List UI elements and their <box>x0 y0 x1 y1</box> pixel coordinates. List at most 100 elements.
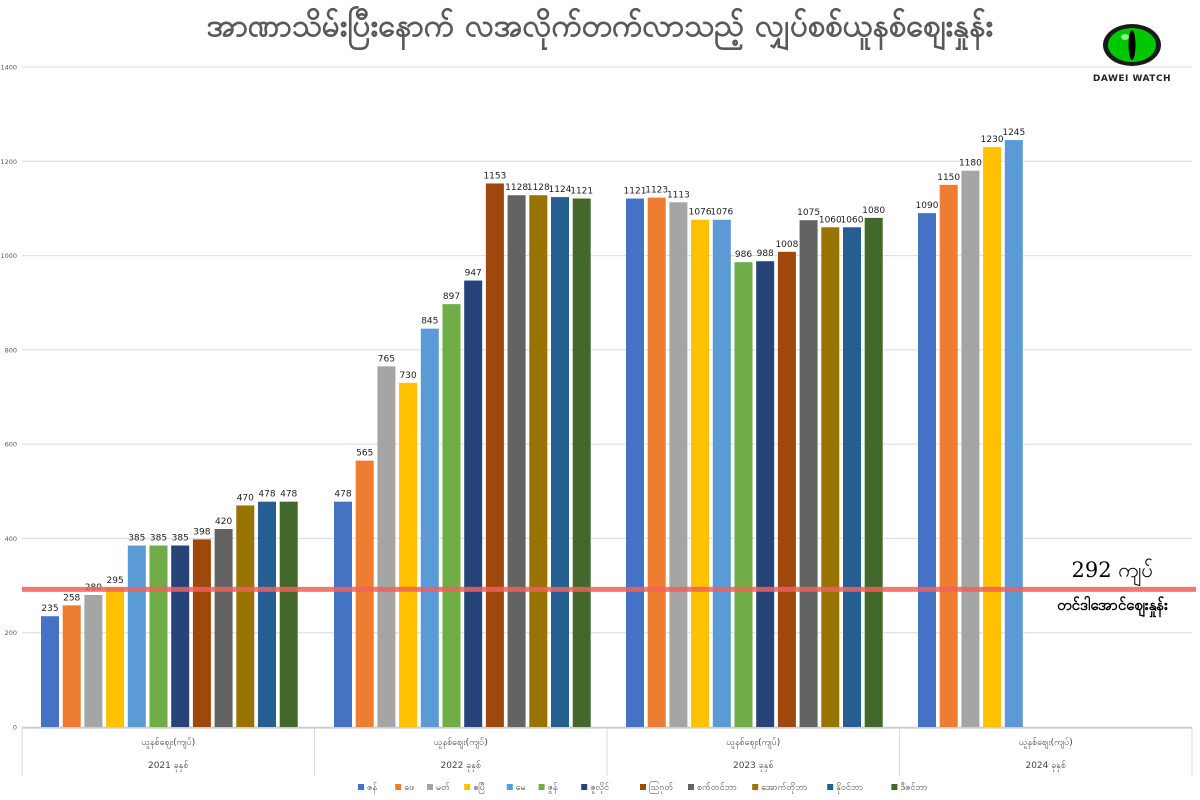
data-label: 295 <box>107 576 124 586</box>
data-label: 1123 <box>645 186 668 196</box>
legend-swatch <box>581 784 588 790</box>
legend-swatch <box>891 784 898 790</box>
legend-swatch <box>358 784 364 790</box>
data-label: 1121 <box>570 187 593 197</box>
y-tick-label: 200 <box>5 629 17 637</box>
data-label: 1060 <box>819 215 842 225</box>
y-tick-label: 1400 <box>0 64 17 72</box>
bar <box>192 539 211 727</box>
bar <box>647 197 666 728</box>
bar <box>377 366 396 727</box>
bar <box>691 219 710 727</box>
bar <box>983 147 1002 728</box>
bar <box>961 170 980 727</box>
data-label: 258 <box>63 593 80 603</box>
logo-text: DAWEI WATCH <box>1092 74 1172 84</box>
y-tick-label: 400 <box>5 535 17 543</box>
data-label: 947 <box>465 269 482 279</box>
x-year-label: 2022 ခုနှစ် <box>440 760 481 772</box>
x-category-label: ယူနစ်ဈေး(ကျပ်) <box>141 737 195 749</box>
bar <box>258 501 276 727</box>
data-label: 1230 <box>981 135 1004 145</box>
bar <box>106 587 125 727</box>
bar <box>734 262 753 727</box>
legend-label: နိုဝင်ဘာ <box>836 782 863 794</box>
bar <box>420 328 439 727</box>
y-tick-label: 1000 <box>0 252 17 260</box>
data-label: 1150 <box>937 173 960 183</box>
bar <box>1004 140 1023 728</box>
x-year-label: 2024 ခုနှစ် <box>1025 760 1066 772</box>
x-year-label: 2023 ခုနှစ် <box>733 760 774 772</box>
bar <box>712 219 731 727</box>
legend-swatch <box>506 784 513 790</box>
data-label: 398 <box>193 527 210 537</box>
bar <box>62 605 81 727</box>
data-label: 1128 <box>505 183 528 193</box>
legend-swatch <box>538 784 545 790</box>
data-label: 478 <box>258 490 275 500</box>
data-label: 1076 <box>689 208 712 218</box>
legend-label: စက်တင်ဘာ <box>697 782 737 793</box>
data-label: 478 <box>280 490 297 500</box>
data-label: 988 <box>757 249 774 259</box>
legend-label: ဇန် <box>367 782 378 794</box>
legend-label: ဧပြီ <box>473 782 485 794</box>
bar <box>485 183 504 727</box>
bar <box>334 501 352 727</box>
bar <box>355 460 374 727</box>
bar <box>464 280 483 727</box>
data-label: 1121 <box>624 187 647 197</box>
x-category-label: ယူနစ်ဈေး(ကျပ်) <box>726 737 780 749</box>
data-label: 385 <box>172 534 189 544</box>
data-label: 470 <box>237 493 254 503</box>
bar <box>442 304 461 727</box>
legend-label: အောက်တိုဘာ <box>761 782 807 794</box>
data-label: 730 <box>400 371 417 381</box>
bar <box>41 616 59 727</box>
data-label: 1075 <box>797 208 820 218</box>
legend-label: မတ် <box>436 782 450 793</box>
bar <box>551 197 569 728</box>
data-label: 565 <box>356 449 373 459</box>
bar <box>84 595 103 727</box>
chart-title: အာဏာသိမ်းပြီးနောက် လအလိုက်တက်လာသည့် လျှပ… <box>206 8 994 44</box>
legend-label: ဇွန် <box>548 782 559 794</box>
bar <box>918 213 936 728</box>
data-label: 1153 <box>483 171 506 181</box>
legend-swatch <box>395 784 402 790</box>
bar <box>149 545 168 727</box>
data-label: 1180 <box>959 159 982 169</box>
legend-swatch <box>427 784 433 790</box>
legend-label: ဒီဇင်ဘာ <box>900 782 927 793</box>
green-cat-eye-icon <box>1103 24 1161 66</box>
data-label: 420 <box>215 517 232 527</box>
data-label: 765 <box>378 354 395 364</box>
dawei-watch-logo: DAWEI WATCH <box>1080 22 1184 88</box>
bar <box>864 217 883 727</box>
y-tick-label: 600 <box>5 441 17 449</box>
legend-label: မေ <box>516 783 526 793</box>
reference-line <box>22 586 1196 592</box>
bar <box>214 529 233 727</box>
bar <box>669 202 688 728</box>
legend-swatch <box>464 784 471 790</box>
legend-label: ဖေ <box>404 783 414 793</box>
y-tick-label: 800 <box>5 346 17 354</box>
data-label: 1076 <box>710 208 733 218</box>
legend-swatch <box>752 784 759 790</box>
data-label: 986 <box>735 250 752 260</box>
data-label: 1128 <box>527 183 550 193</box>
bar <box>127 545 146 727</box>
x-category-label: ယူနစ်ဈေး(ကျပ်) <box>1019 737 1073 749</box>
bar <box>756 261 775 727</box>
bar <box>626 198 644 727</box>
data-label: 1245 <box>1002 128 1025 138</box>
data-label: 235 <box>41 604 58 614</box>
bar <box>821 227 840 728</box>
data-label: 1008 <box>775 240 798 250</box>
legend-swatch <box>688 784 694 790</box>
bar <box>799 220 818 727</box>
x-year-label: 2021 ခုနှစ် <box>148 760 189 772</box>
data-label: 478 <box>334 490 351 500</box>
